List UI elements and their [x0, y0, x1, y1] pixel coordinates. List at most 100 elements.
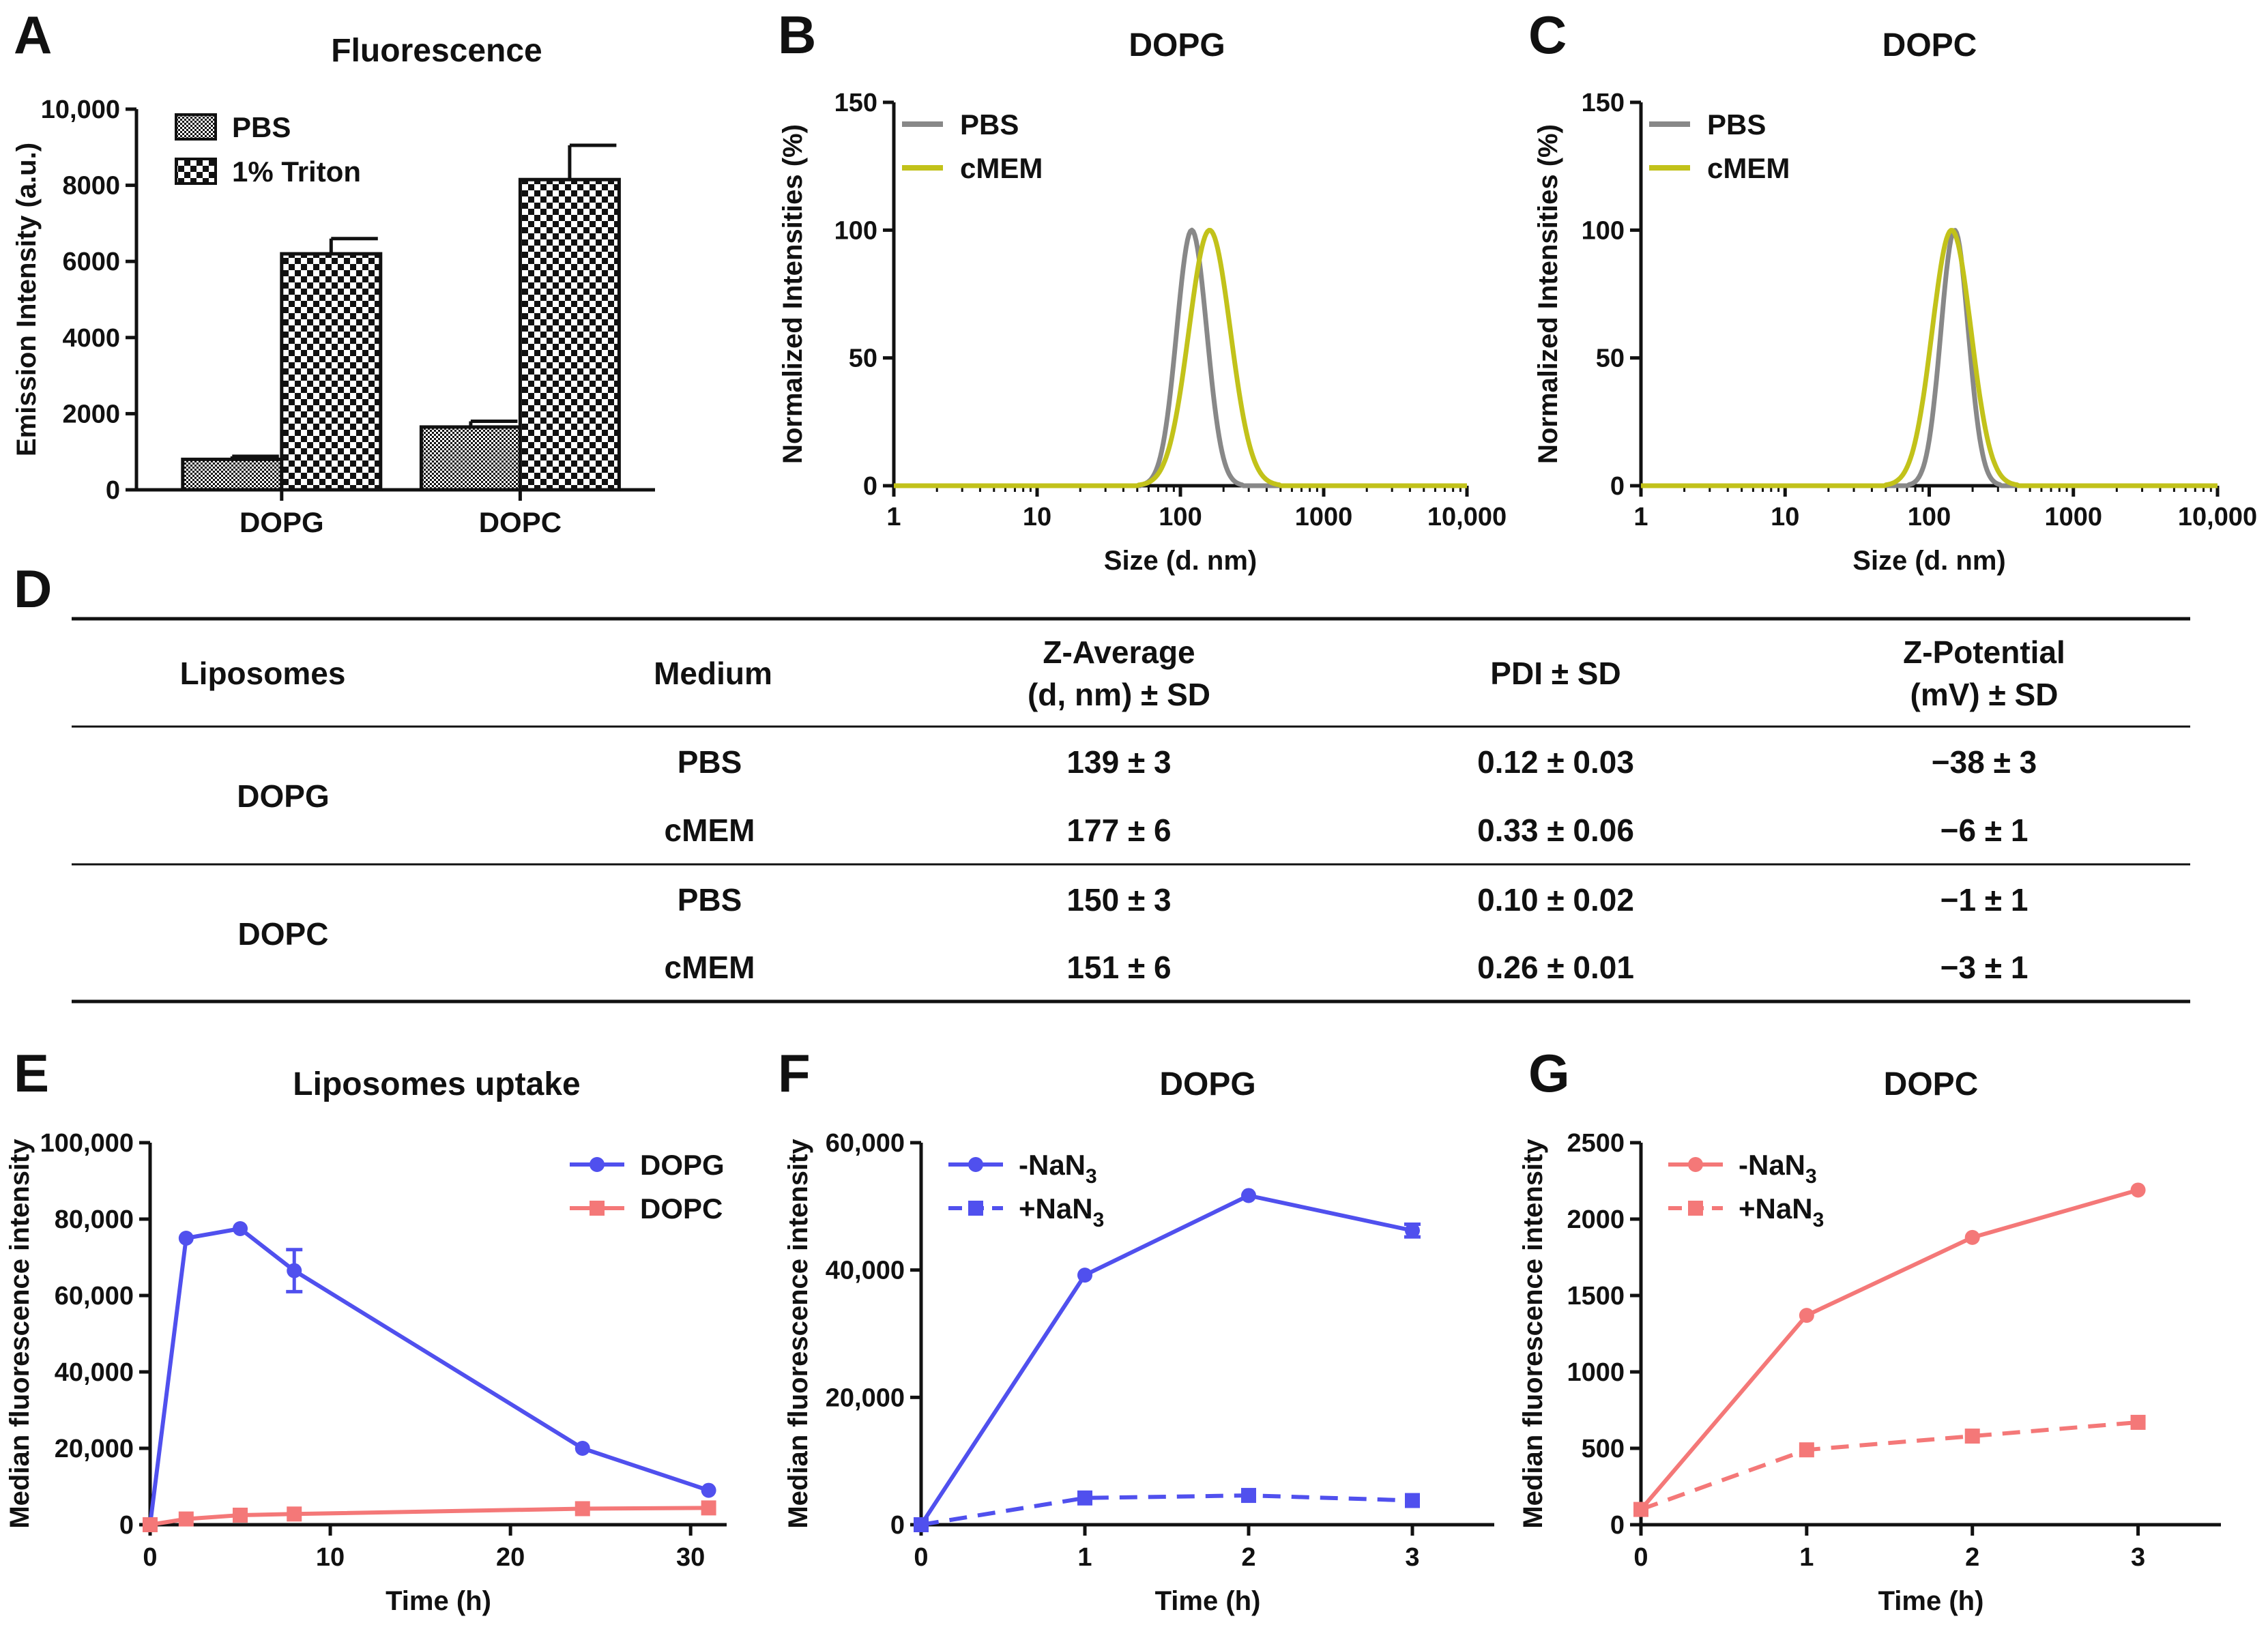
table-cell: cMEM	[665, 812, 755, 848]
table-cell: 0.12 ± 0.03	[1477, 744, 1634, 780]
chart-f-dopg-nan3: 0 20,000 40,000 60,000 0 1 2 3 DOPG Median fluore…	[783, 1066, 1494, 1616]
bar	[518, 177, 621, 492]
chart-title: DOPC	[1884, 1066, 1979, 1102]
legend-marker	[590, 1157, 605, 1172]
y-tick-label: 1000	[1567, 1358, 1625, 1387]
data-point	[1633, 1502, 1648, 1517]
legend-label: PBS	[1707, 108, 1766, 141]
series-line	[919, 1193, 1413, 1526]
bar	[181, 457, 284, 492]
x-tick-label: 100	[1159, 503, 1202, 531]
y-tick-label: 20,000	[826, 1384, 905, 1412]
chart-title: Fluorescence	[331, 33, 542, 69]
x-tick-label: DOPG	[239, 506, 324, 538]
table-header-medium: Medium	[654, 656, 772, 691]
x-tick-label: 10	[1023, 503, 1051, 531]
x-axis-label: Time (h)	[1878, 1586, 1984, 1616]
table-cell: 0.26 ± 0.01	[1477, 950, 1634, 985]
series-line	[892, 227, 1468, 488]
data-point	[1077, 1268, 1092, 1283]
x-tick-label: 0	[1633, 1543, 1648, 1572]
y-axis-label: Median fluorescence intensity	[5, 1139, 35, 1529]
data-point	[914, 1517, 929, 1532]
x-tick-label: 1000	[2044, 503, 2102, 531]
x-tick-label: 100	[1908, 503, 1951, 531]
y-tick-label: 60,000	[826, 1129, 905, 1158]
table-cell: PBS	[678, 744, 742, 780]
y-tick-label: 0	[119, 1511, 134, 1540]
x-tick-label: 0	[914, 1543, 928, 1572]
y-axis-label: Normalized Intensities (%)	[778, 124, 808, 464]
x-tick-label: 1	[1633, 503, 1648, 531]
table-cell: −38 ± 3	[1932, 744, 2037, 780]
y-tick-label: 150	[834, 89, 877, 117]
table-cell: 150 ± 3	[1066, 882, 1171, 918]
table-cell: 151 ± 6	[1066, 950, 1171, 985]
y-tick-label: 50	[849, 345, 877, 373]
x-tick-label: 1	[1799, 1543, 1814, 1572]
y-tick-label: 0	[106, 476, 120, 505]
chart-e-liposomes-uptake: 0 20,000 40,000 60,000 80,000 100,000 0 10 20 30 L…	[5, 1066, 727, 1616]
table-header-liposomes: Liposomes	[180, 656, 346, 691]
y-tick-label: 40,000	[826, 1257, 905, 1285]
legend-label: -NaN3	[1739, 1149, 1817, 1188]
data-point	[233, 1221, 248, 1236]
x-tick-label: 1	[1077, 1543, 1092, 1572]
data-point	[1405, 1223, 1420, 1238]
legend-swatch	[175, 113, 217, 141]
chart-title: DOPG	[1159, 1066, 1255, 1102]
panel-label-d: D	[14, 559, 52, 619]
legend-marker	[968, 1157, 983, 1172]
x-axis-label: Size (d. nm)	[1852, 546, 2005, 576]
y-tick-label: 0	[1610, 1511, 1625, 1540]
y-tick-label: 0	[890, 1511, 905, 1540]
series-line	[148, 1227, 710, 1525]
table-cell: cMEM	[665, 950, 755, 985]
data-point	[143, 1517, 158, 1532]
chart-title: Liposomes uptake	[293, 1066, 580, 1102]
legend-label-main: -NaN	[1019, 1149, 1086, 1181]
y-tick-label: 100,000	[40, 1129, 134, 1158]
legend-marker	[590, 1201, 605, 1216]
y-tick-label: 100	[1582, 216, 1625, 245]
table-cell: PBS	[678, 882, 742, 918]
table-cell: 0.33 ± 0.06	[1477, 812, 1634, 848]
legend-label-subscript: 3	[1805, 1165, 1817, 1188]
series-line	[892, 228, 1468, 488]
data-point	[178, 1511, 194, 1527]
series-line	[1640, 1420, 2138, 1512]
data-point	[287, 1506, 302, 1522]
y-tick-label: 500	[1582, 1435, 1625, 1463]
data-point	[575, 1501, 590, 1517]
legend-label: DOPC	[640, 1192, 723, 1225]
table-header-z-potential-unit: (mV) ± SD	[1910, 677, 2059, 712]
x-tick-label: 30	[676, 1543, 705, 1572]
x-tick-label: 0	[143, 1543, 157, 1572]
chart-title: DOPC	[1882, 27, 1977, 63]
data-point	[1241, 1488, 1256, 1504]
data-point	[1799, 1308, 1814, 1323]
legend-marker	[1688, 1157, 1703, 1172]
legend-label: +NaN3	[1739, 1192, 1824, 1231]
table-cell: −6 ± 1	[1940, 812, 2029, 848]
data-point	[1964, 1229, 1980, 1245]
x-tick-label: 10,000	[2178, 503, 2257, 531]
legend-label: DOPG	[640, 1149, 725, 1181]
x-axis-label: Size (d. nm)	[1104, 546, 1257, 576]
legend-label-main: +NaN	[1019, 1192, 1093, 1225]
legend-label-subscript: 3	[1093, 1209, 1105, 1231]
legend-label: PBS	[960, 108, 1019, 141]
legend-label: PBS	[232, 111, 291, 143]
table-header-z-average-unit: (d, nm) ± SD	[1028, 677, 1210, 712]
data-point	[1241, 1188, 1256, 1203]
y-tick-label: 2000	[1567, 1205, 1625, 1234]
y-tick-label: 8000	[62, 172, 120, 201]
x-tick-label: 2	[1241, 1543, 1255, 1572]
y-tick-label: 20,000	[55, 1435, 134, 1463]
panel-label-b: B	[778, 5, 816, 65]
legend-label: +NaN3	[1019, 1192, 1104, 1231]
chart-a-fluorescence: 0 2000 4000 6000 8000 10,000 DOPG DOPC Fluoresce…	[12, 33, 655, 538]
x-tick-label: 20	[496, 1543, 525, 1572]
y-tick-label: 0	[863, 472, 877, 501]
